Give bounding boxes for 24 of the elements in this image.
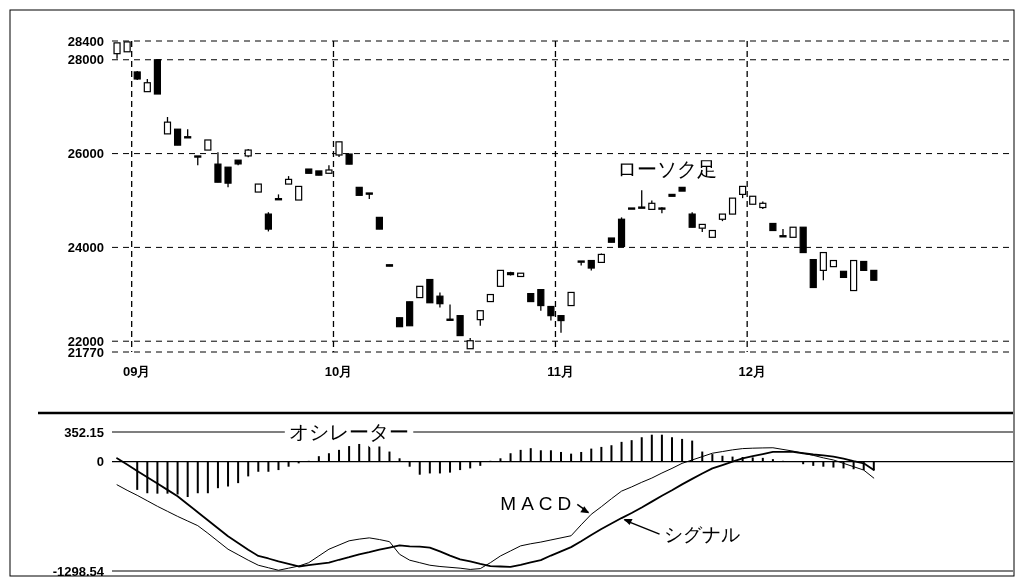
candlestick bbox=[446, 303, 454, 322]
candlestick bbox=[537, 288, 545, 312]
candlestick bbox=[456, 315, 464, 337]
y-tick-label: 28400 bbox=[67, 33, 104, 49]
candlestick bbox=[224, 166, 232, 188]
candlestick bbox=[779, 228, 787, 238]
y-tick-label: 352.15 bbox=[64, 424, 104, 440]
x-tick-label: 11月 bbox=[547, 364, 574, 379]
candlestick bbox=[264, 211, 272, 233]
annotation: ローソク足 bbox=[616, 158, 717, 181]
x-tick-label: 10月 bbox=[324, 364, 353, 379]
y-tick-label: -1298.54 bbox=[52, 563, 105, 579]
y-tick-label: 24000 bbox=[67, 239, 104, 255]
legend-label: シグナル bbox=[663, 524, 740, 546]
y-tick-label: 26000 bbox=[67, 146, 104, 162]
candlestick bbox=[406, 301, 414, 327]
candlestick bbox=[819, 251, 827, 281]
series-label: MACD bbox=[500, 493, 577, 515]
y-tick-label: 22000 bbox=[67, 333, 104, 349]
y-tick-label: 28000 bbox=[67, 52, 104, 68]
y-tick-label: 0 bbox=[96, 454, 104, 470]
candlestick bbox=[426, 278, 434, 304]
x-tick-label: 12月 bbox=[738, 364, 766, 379]
x-tick-label: 09月 bbox=[122, 364, 151, 379]
